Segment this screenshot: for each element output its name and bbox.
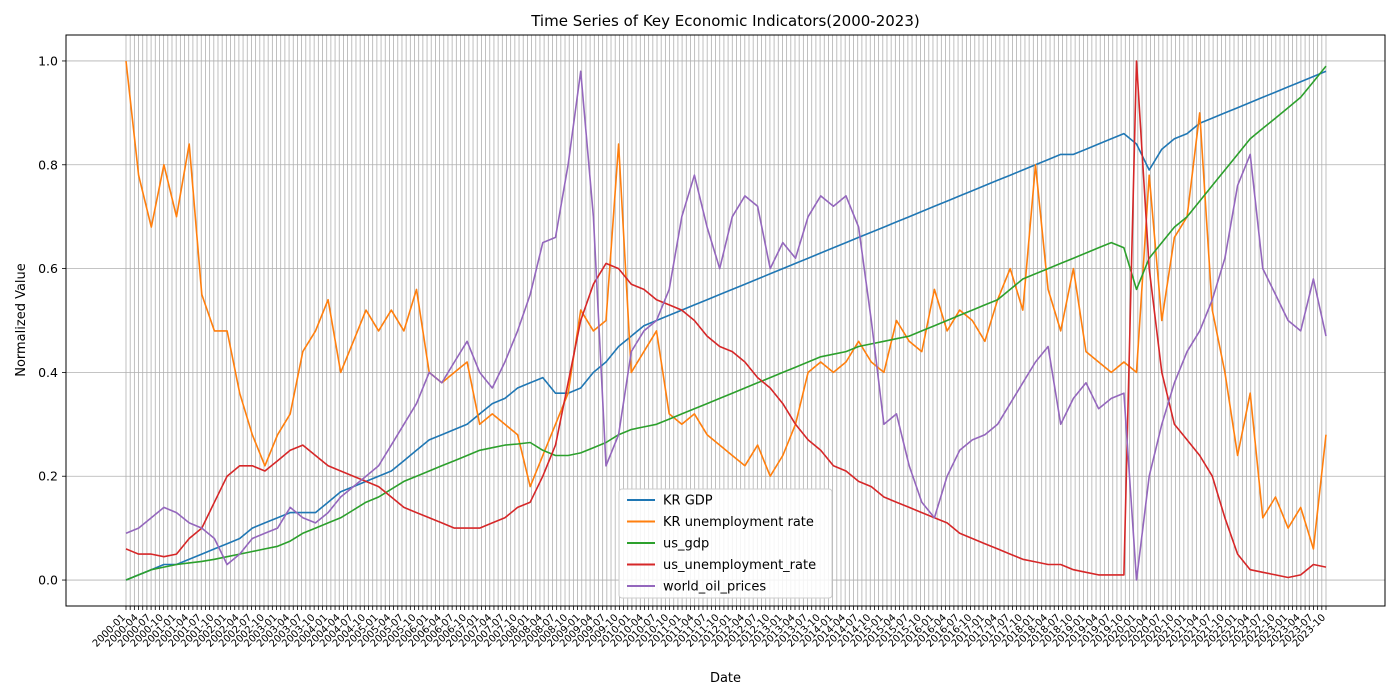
series-line-1 (125, 60, 1327, 550)
series-lines (125, 60, 1327, 581)
chart-title: Time Series of Key Economic Indicators(2… (530, 12, 920, 30)
y-tick-label: 0.6 (38, 261, 58, 276)
series-line-3 (125, 60, 1327, 579)
y-tick-label: 1.0 (38, 53, 58, 68)
legend-box (618, 488, 833, 599)
y-axis-ticks: 0.0 0.2 0.4 0.6 0.8 1.0 (38, 53, 66, 588)
legend-label-3: us_unemployment_rate (663, 558, 816, 573)
legend-label-2: us_gdp (663, 537, 709, 552)
y-tick-label: 0.8 (38, 157, 58, 172)
plot-area-frame (65, 34, 1386, 607)
legend-label-1: KR unemployment rate (663, 515, 814, 530)
y-tick-label: 0.2 (38, 469, 58, 484)
y-axis-label: Normalized Value (14, 263, 29, 377)
x-axis-ticks: 2000-012000-042000-072000-102001-012001-… (91, 606, 1328, 650)
legend-label-4: world_oil_prices (663, 580, 766, 595)
series-line-2 (125, 65, 1327, 581)
x-axis-label: Date (710, 671, 741, 686)
legend: KR GDP KR unemployment rate us_gdp us_unemp… (618, 488, 833, 599)
series-line-4 (125, 70, 1327, 581)
y-tick-label: 0.0 (38, 573, 58, 588)
series-line-0 (125, 70, 1327, 581)
y-tick-label: 0.4 (38, 365, 58, 380)
legend-label-0: KR GDP (663, 494, 713, 509)
